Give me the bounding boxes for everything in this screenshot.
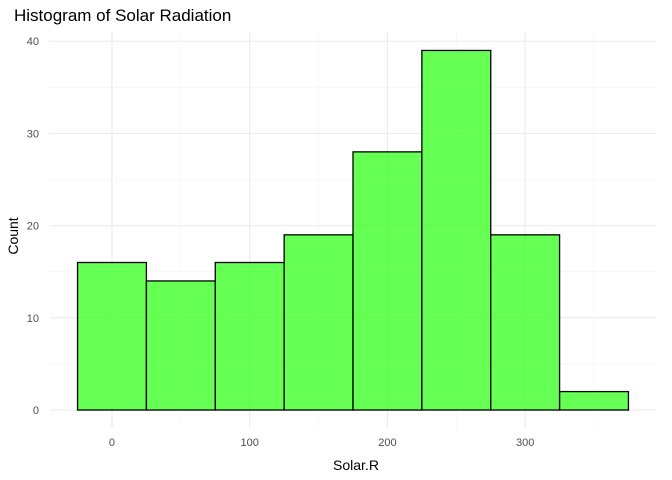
histogram-bar — [214, 261, 285, 411]
y-axis-tick-labels: 0 10 20 30 40 — [27, 36, 39, 417]
histogram-bar — [558, 390, 630, 411]
x-tick-label: 200 — [378, 437, 396, 449]
x-tick-label: 0 — [109, 437, 115, 449]
y-tick-label: 0 — [33, 405, 39, 417]
histogram-bar — [352, 151, 423, 411]
histogram-bar — [145, 280, 216, 411]
histogram-bar — [421, 49, 492, 411]
y-tick-label: 40 — [27, 36, 39, 48]
x-axis-tick-labels: 0 100 200 300 — [109, 437, 534, 449]
histogram-bar — [76, 261, 148, 411]
x-axis-title: Solar.R — [333, 457, 379, 473]
y-tick-label: 10 — [27, 313, 39, 325]
histogram-bar — [490, 234, 561, 411]
y-tick-label: 30 — [27, 128, 39, 140]
histogram-bar — [283, 234, 354, 411]
x-tick-label: 300 — [516, 437, 534, 449]
x-tick-label: 100 — [241, 437, 259, 449]
chart-title: Histogram of Solar Radiation — [14, 6, 231, 25]
histogram-bars — [76, 49, 630, 411]
y-tick-label: 20 — [27, 221, 39, 233]
y-axis-title: Count — [5, 217, 21, 254]
